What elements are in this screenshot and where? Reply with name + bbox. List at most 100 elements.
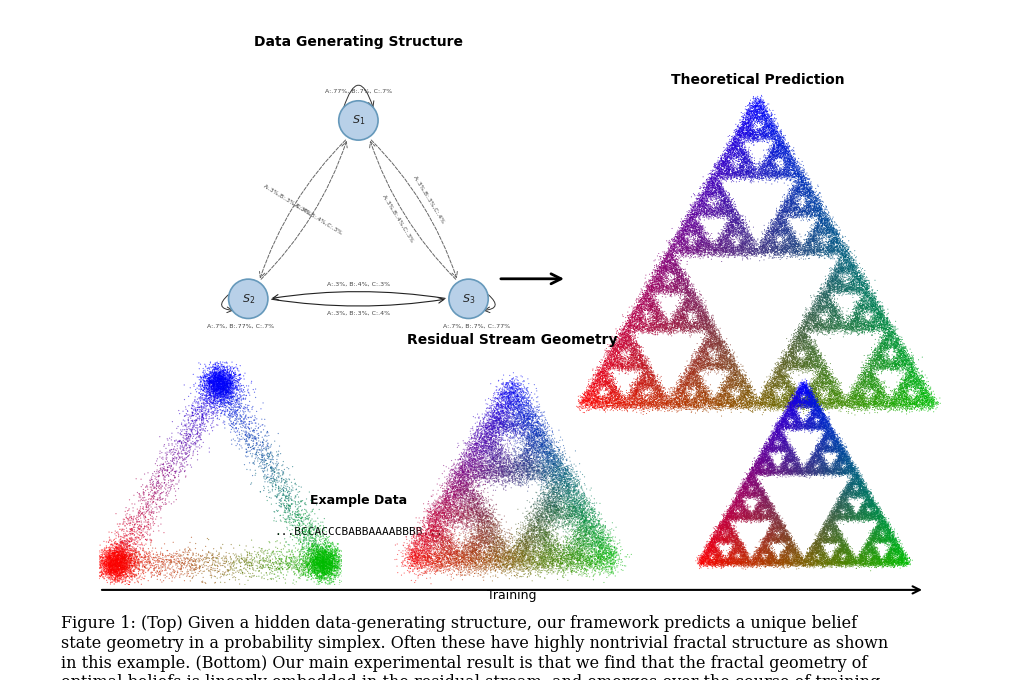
Point [809, 223, 825, 234]
Point [640, 320, 656, 331]
Point [692, 342, 709, 353]
Point [757, 239, 773, 250]
Point [817, 520, 834, 531]
Point [835, 241, 851, 252]
Point [572, 529, 589, 540]
Point [691, 305, 708, 316]
Point [771, 224, 787, 235]
Point [843, 509, 859, 520]
Point [830, 462, 847, 473]
Point [805, 426, 821, 437]
Point [758, 103, 774, 114]
Point [798, 560, 814, 571]
Point [680, 306, 696, 317]
Point [700, 206, 717, 217]
Point [803, 210, 819, 221]
Point [723, 511, 739, 522]
Point [794, 553, 810, 564]
Point [566, 524, 583, 534]
Point [820, 419, 837, 430]
Point [800, 458, 816, 469]
Point [768, 213, 784, 224]
Point [611, 351, 628, 362]
Point [675, 307, 691, 318]
Point [864, 299, 881, 310]
Point [536, 466, 552, 477]
Point [707, 183, 723, 194]
Point [407, 547, 423, 558]
Point [826, 551, 843, 562]
Point [538, 460, 554, 471]
Point [870, 352, 887, 363]
Point [701, 320, 718, 331]
Point [915, 396, 932, 407]
Point [894, 544, 910, 555]
Point [726, 248, 742, 259]
Point [825, 276, 842, 287]
Point [566, 526, 583, 537]
Point [509, 464, 525, 475]
Point [232, 413, 249, 424]
Point [807, 399, 823, 410]
Point [539, 547, 555, 558]
Point [719, 520, 735, 531]
Point [763, 527, 779, 538]
Point [725, 556, 741, 566]
Point [669, 305, 685, 316]
Point [741, 108, 758, 119]
Point [734, 215, 751, 226]
Point [741, 170, 758, 181]
Point [716, 197, 732, 208]
Point [487, 525, 504, 536]
Point [790, 248, 806, 258]
Point [889, 337, 905, 348]
Point [739, 100, 756, 111]
Point [720, 214, 736, 225]
Point [738, 163, 755, 173]
Point [604, 339, 621, 350]
Point [889, 543, 905, 554]
Point [215, 377, 231, 388]
Point [818, 375, 835, 386]
Point [822, 525, 839, 536]
Point [738, 388, 755, 398]
Point [717, 154, 733, 165]
Point [611, 336, 628, 347]
Point [793, 420, 809, 431]
Point [718, 167, 734, 177]
Point [203, 377, 219, 388]
Point [812, 295, 828, 306]
Point [521, 539, 538, 550]
Point [770, 148, 786, 159]
Point [748, 500, 764, 511]
Point [153, 568, 169, 579]
Point [734, 144, 751, 155]
Point [451, 557, 467, 568]
Point [838, 545, 854, 556]
Point [501, 447, 517, 458]
Point [841, 501, 857, 512]
Point [753, 453, 769, 464]
Point [537, 472, 553, 483]
Point [820, 249, 837, 260]
Point [610, 393, 627, 404]
Point [818, 529, 835, 540]
Point [538, 470, 554, 481]
Point [677, 221, 693, 232]
Point [796, 392, 812, 403]
Point [855, 507, 871, 518]
Point [872, 312, 889, 323]
Point [838, 469, 854, 479]
Point [191, 443, 208, 454]
Point [419, 556, 435, 567]
Point [778, 145, 795, 156]
Point [780, 397, 797, 408]
Point [769, 146, 785, 157]
Point [662, 260, 678, 271]
Point [267, 537, 284, 547]
Point [752, 465, 768, 476]
Point [773, 430, 790, 441]
Point [685, 357, 701, 368]
Point [861, 500, 878, 511]
Point [755, 554, 771, 565]
